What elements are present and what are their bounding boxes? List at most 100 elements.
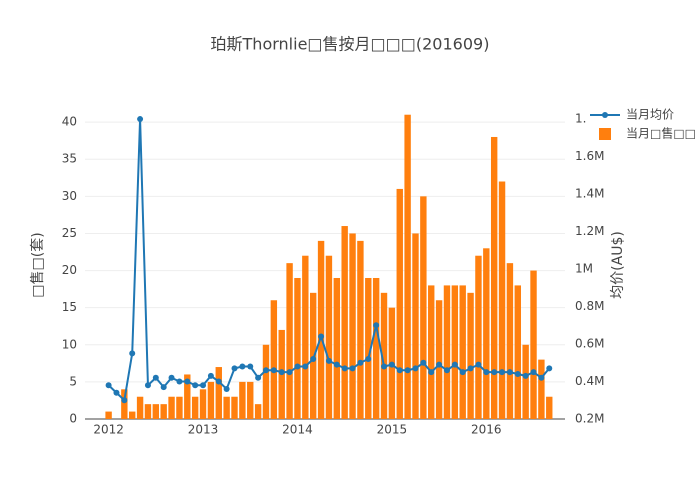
line-marker <box>105 382 112 389</box>
line-marker <box>113 389 120 396</box>
y-tick-label: 10 <box>62 337 77 351</box>
y-tick-label: 0 <box>69 412 77 426</box>
line-marker <box>388 361 395 368</box>
bar <box>136 396 144 419</box>
line-marker <box>160 384 167 391</box>
bar <box>152 404 160 419</box>
line-marker <box>278 369 285 376</box>
line-marker <box>443 367 450 374</box>
line-marker <box>247 363 254 370</box>
bar <box>420 196 427 419</box>
y-tick-label: 20 <box>62 263 77 277</box>
line-marker <box>152 374 159 381</box>
line-marker <box>168 374 175 381</box>
y-tick-label: 30 <box>62 189 77 203</box>
line-marker <box>349 365 356 372</box>
x-tick-label: 2013 <box>188 423 219 437</box>
grid <box>85 121 565 420</box>
line-marker <box>341 365 348 372</box>
bar <box>514 285 521 419</box>
line-marker <box>420 359 427 366</box>
bar <box>168 396 175 419</box>
line-marker <box>412 365 419 372</box>
line-marker <box>286 369 293 376</box>
chart-title: 珀斯Thornlie□售按月□□□(201609) <box>211 35 490 54</box>
bar <box>302 255 309 419</box>
bar <box>538 359 545 419</box>
line-marker <box>451 361 458 368</box>
line-marker <box>207 372 214 379</box>
bar <box>396 188 403 419</box>
bar <box>144 404 152 419</box>
line-marker <box>381 363 388 370</box>
bars <box>105 114 553 420</box>
bar <box>199 389 207 419</box>
y2-tick-label: 1M <box>575 262 593 276</box>
line-marker <box>499 369 506 376</box>
x-tick-label: 2015 <box>377 423 408 437</box>
line-marker <box>357 359 364 366</box>
y-tick-label: 25 <box>62 226 77 240</box>
legend-label: 当月□售□□ <box>626 126 696 141</box>
bar <box>380 292 388 419</box>
bar <box>121 389 128 419</box>
bar <box>490 136 498 420</box>
line-marker <box>522 372 529 379</box>
y2-tick-label: 1. <box>575 112 586 126</box>
y2-tick-label: 1.2M <box>575 224 604 238</box>
y-tick-label: 5 <box>69 374 77 388</box>
bar <box>412 233 419 419</box>
y2-tick-label: 0.2M <box>575 412 604 426</box>
bar <box>349 233 356 419</box>
line-marker <box>310 356 317 363</box>
line-marker <box>491 369 498 376</box>
line-marker <box>294 363 301 370</box>
line-marker <box>215 378 222 385</box>
bar <box>191 396 199 419</box>
y2-tick-label: 1.4M <box>575 187 604 201</box>
line-marker <box>404 367 411 374</box>
line-marker <box>184 378 191 385</box>
y2-tick-label: 0.4M <box>575 374 604 388</box>
line-marker <box>137 116 144 123</box>
bar <box>270 300 278 419</box>
bar <box>365 277 372 419</box>
line-marker <box>506 369 513 376</box>
legend-label: 当月均价 <box>626 108 674 122</box>
y2-tick-label: 1.6M <box>575 149 604 163</box>
line-marker <box>436 361 443 368</box>
bar <box>451 285 459 419</box>
bar <box>506 263 514 419</box>
y2-tick-label: 0.8M <box>575 299 604 313</box>
bar <box>294 277 301 419</box>
y-axis-title: □售□(套) <box>30 232 46 297</box>
y2-axis-title: 均价(AU$) <box>610 231 626 299</box>
line-marker <box>467 365 474 372</box>
bar <box>223 396 230 419</box>
x-tick-label: 2016 <box>471 423 502 437</box>
bar <box>443 285 451 419</box>
labels: 0 5 10 15 20 25 30 35 40 0.2M 0.4M 0.6M 0.8M 1M 1.2M 1.… <box>62 112 605 437</box>
line-marker <box>475 361 482 368</box>
line-marker <box>200 382 207 389</box>
line-marker <box>239 363 246 370</box>
bar <box>160 404 167 419</box>
line-marker <box>546 365 553 372</box>
y-tick-label: 35 <box>62 152 77 166</box>
line-marker <box>365 356 372 363</box>
bar <box>286 263 293 419</box>
line-marker <box>231 365 238 372</box>
bar <box>372 277 380 419</box>
line-marker <box>428 369 435 376</box>
line-marker <box>129 350 136 357</box>
line-marker <box>459 369 466 376</box>
line-marker <box>530 369 537 376</box>
line-marker <box>325 357 332 364</box>
bar <box>247 381 254 419</box>
lines <box>105 116 553 404</box>
bar <box>309 292 317 419</box>
line-marker <box>262 367 269 374</box>
line-marker <box>333 361 340 368</box>
